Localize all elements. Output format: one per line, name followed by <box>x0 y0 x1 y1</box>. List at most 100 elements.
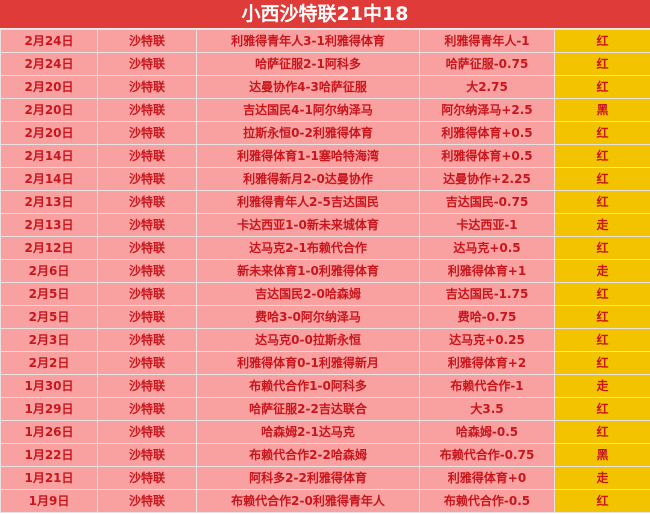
result-cell: 红 <box>554 167 650 191</box>
results-table: 2月24日 沙特联 利雅得青年人3-1利雅得体育 利雅得青年人-1 红 2月24日 沙特联哈… <box>0 29 650 513</box>
match-cell: 哈萨征服2-1阿科多 <box>196 52 420 76</box>
result-cell: 走 <box>554 213 650 237</box>
date-cell: 2月12日 <box>0 236 98 260</box>
match-cell: 达马克0-0拉斯永恒 <box>196 328 420 352</box>
table-row: 2月24日 沙特联 利雅得青年人3-1利雅得体育 利雅得青年人-1 红 <box>0 29 650 53</box>
pick-cell: 利雅得青年人-1 <box>419 29 555 53</box>
date-cell: 2月6日 <box>0 259 98 283</box>
date-cell: 1月29日 <box>0 397 98 421</box>
date-cell: 2月20日 <box>0 121 98 145</box>
pick-cell: 利雅得体育+0.5 <box>419 144 555 168</box>
date-cell: 1月26日 <box>0 420 98 444</box>
league-cell: 沙特联 <box>97 259 197 283</box>
table-row: 2月5日 沙特联 费哈3-0阿尔纳泽马 费哈-0.75 红 <box>0 305 650 329</box>
table-row: 2月20日 沙特联 达曼协作4-3哈萨征服 大2.75 红 <box>0 75 650 99</box>
match-cell: 吉达国民4-1阿尔纳泽马 <box>196 98 420 122</box>
table-row: 2月14日 沙特联 利雅得体育1-1塞哈特海湾 利雅得体育+0.5 红 <box>0 144 650 168</box>
pick-cell: 利雅得体育+0.5 <box>419 121 555 145</box>
pick-cell: 哈森姆-0.5 <box>419 420 555 444</box>
table-row: 2月3日 沙特联 达马克0-0拉斯永恒 达马克+0.25 红 <box>0 328 650 352</box>
league-cell: 沙特联 <box>97 75 197 99</box>
result-cell: 红 <box>554 190 650 214</box>
result-cell: 红 <box>554 121 650 145</box>
table-row: 1月22日 沙特联 布赖代合作2-2哈森姆 布赖代合作-0.75 黑 <box>0 443 650 467</box>
match-cell: 哈萨征服2-2吉达联合 <box>196 397 420 421</box>
match-cell: 阿科多2-2利雅得体育 <box>196 466 420 490</box>
match-cell: 布赖代合作2-2哈森姆 <box>196 443 420 467</box>
result-cell: 走 <box>554 374 650 398</box>
table-row: 2月14日 沙特联 利雅得新月2-0达曼协作 达曼协作+2.25 红 <box>0 167 650 191</box>
result-cell: 红 <box>554 420 650 444</box>
table-row: 2月12日 沙特联 达马克2-1布赖代合作 达马克+0.5 红 <box>0 236 650 260</box>
league-cell: 沙特联 <box>97 420 197 444</box>
table-row: 1月29日 沙特联 哈萨征服2-2吉达联合 大3.5 红 <box>0 397 650 421</box>
result-cell: 红 <box>554 328 650 352</box>
league-cell: 沙特联 <box>97 29 197 53</box>
date-cell: 2月13日 <box>0 190 98 214</box>
table-row: 1月26日 沙特联 哈森姆2-1达马克 哈森姆-0.5 红 <box>0 420 650 444</box>
date-cell: 2月13日 <box>0 213 98 237</box>
result-cell: 黑 <box>554 98 650 122</box>
result-cell: 走 <box>554 466 650 490</box>
league-cell: 沙特联 <box>97 397 197 421</box>
pick-cell: 布赖代合作-1 <box>419 374 555 398</box>
date-cell: 2月14日 <box>0 167 98 191</box>
league-cell: 沙特联 <box>97 52 197 76</box>
league-cell: 沙特联 <box>97 374 197 398</box>
date-cell: 1月22日 <box>0 443 98 467</box>
pick-cell: 达马克+0.25 <box>419 328 555 352</box>
pick-cell: 吉达国民-1.75 <box>419 282 555 306</box>
pick-cell: 达曼协作+2.25 <box>419 167 555 191</box>
date-cell: 2月2日 <box>0 351 98 375</box>
pick-cell: 利雅得体育+1 <box>419 259 555 283</box>
date-cell: 1月9日 <box>0 489 98 513</box>
league-cell: 沙特联 <box>97 443 197 467</box>
pick-cell: 布赖代合作-0.75 <box>419 443 555 467</box>
table-row: 2月20日 沙特联 吉达国民4-1阿尔纳泽马 阿尔纳泽马+2.5 黑 <box>0 98 650 122</box>
date-cell: 2月20日 <box>0 98 98 122</box>
league-cell: 沙特联 <box>97 236 197 260</box>
result-cell: 红 <box>554 144 650 168</box>
league-cell: 沙特联 <box>97 305 197 329</box>
date-cell: 2月24日 <box>0 29 98 53</box>
date-cell: 2月3日 <box>0 328 98 352</box>
pick-cell: 布赖代合作-0.5 <box>419 489 555 513</box>
date-cell: 2月14日 <box>0 144 98 168</box>
league-cell: 沙特联 <box>97 328 197 352</box>
table-row: 1月30日 沙特联 布赖代合作1-0阿科多 布赖代合作-1 走 <box>0 374 650 398</box>
table-row: 2月20日 沙特联 拉斯永恒0-2利雅得体育 利雅得体育+0.5 红 <box>0 121 650 145</box>
pick-cell: 利雅得体育+2 <box>419 351 555 375</box>
league-cell: 沙特联 <box>97 489 197 513</box>
league-cell: 沙特联 <box>97 144 197 168</box>
result-cell: 红 <box>554 236 650 260</box>
match-cell: 卡达西亚1-0新未来城体育 <box>196 213 420 237</box>
date-cell: 2月5日 <box>0 305 98 329</box>
league-cell: 沙特联 <box>97 213 197 237</box>
pick-cell: 费哈-0.75 <box>419 305 555 329</box>
pick-cell: 大3.5 <box>419 397 555 421</box>
result-cell: 走 <box>554 259 650 283</box>
match-cell: 拉斯永恒0-2利雅得体育 <box>196 121 420 145</box>
table-row: 2月13日 沙特联 利雅得青年人2-5吉达国民 吉达国民-0.75 红 <box>0 190 650 214</box>
date-cell: 2月5日 <box>0 282 98 306</box>
match-cell: 利雅得体育1-1塞哈特海湾 <box>196 144 420 168</box>
table-title: 小西沙特联21中18 <box>0 0 650 29</box>
match-cell: 利雅得青年人3-1利雅得体育 <box>196 29 420 53</box>
table-row: 2月6日 沙特联 新未来体育1-0利雅得体育 利雅得体育+1 走 <box>0 259 650 283</box>
date-cell: 1月21日 <box>0 466 98 490</box>
pick-cell: 卡达西亚-1 <box>419 213 555 237</box>
match-cell: 达马克2-1布赖代合作 <box>196 236 420 260</box>
result-cell: 黑 <box>554 443 650 467</box>
result-cell: 红 <box>554 282 650 306</box>
league-cell: 沙特联 <box>97 98 197 122</box>
league-cell: 沙特联 <box>97 121 197 145</box>
match-cell: 哈森姆2-1达马克 <box>196 420 420 444</box>
table-row: 2月13日 沙特联 卡达西亚1-0新未来城体育 卡达西亚-1 走 <box>0 213 650 237</box>
match-cell: 新未来体育1-0利雅得体育 <box>196 259 420 283</box>
pick-cell: 吉达国民-0.75 <box>419 190 555 214</box>
table-row: 1月21日 沙特联 阿科多2-2利雅得体育 利雅得体育+0 走 <box>0 466 650 490</box>
result-cell: 红 <box>554 75 650 99</box>
pick-cell: 阿尔纳泽马+2.5 <box>419 98 555 122</box>
match-cell: 吉达国民2-0哈森姆 <box>196 282 420 306</box>
